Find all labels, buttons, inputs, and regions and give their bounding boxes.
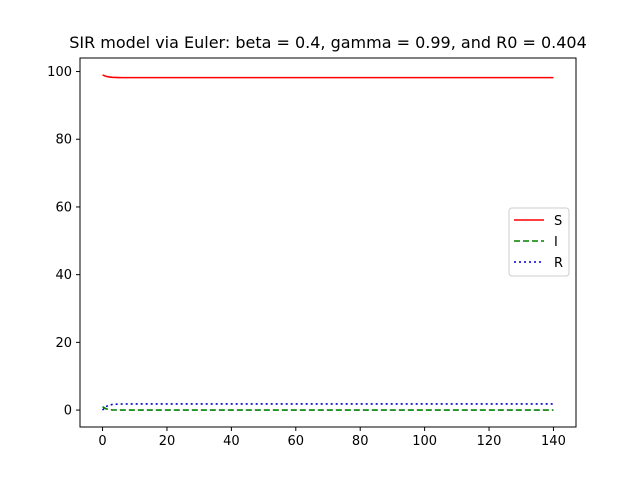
chart-title: SIR model via Euler: beta = 0.4, gamma =… — [69, 33, 587, 52]
x-tick-label: 120 — [477, 434, 502, 449]
series-line-s — [102, 74, 554, 79]
y-tick-label: 100 — [47, 65, 72, 80]
y-tick-label: 40 — [55, 268, 72, 283]
y-tick-label: 80 — [55, 133, 72, 148]
legend-label-r: R — [554, 256, 563, 271]
legend-label-s: S — [554, 214, 562, 229]
legend-label-i: I — [554, 235, 558, 250]
y-tick-label: 0 — [64, 404, 72, 419]
x-tick-label: 100 — [412, 434, 437, 449]
axes: 0 20 40 60 80 100 120 140 0 20 40 60 80 100 — [47, 57, 577, 449]
legend: SIR — [508, 207, 570, 277]
x-tick-label: 20 — [159, 434, 176, 449]
x-tick-label: 0 — [98, 434, 106, 449]
plot-area — [101, 74, 554, 411]
x-tick-label: 60 — [288, 434, 305, 449]
axes-frame — [79, 57, 577, 428]
x-tick-label: 140 — [541, 434, 566, 449]
x-tick-label: 40 — [223, 434, 240, 449]
series-line-i — [102, 406, 554, 411]
y-tick-label: 20 — [55, 336, 72, 351]
y-tick-label: 60 — [55, 200, 72, 215]
series-line-r — [101, 403, 554, 411]
legend-box — [508, 207, 570, 277]
x-tick-label: 80 — [352, 434, 369, 449]
